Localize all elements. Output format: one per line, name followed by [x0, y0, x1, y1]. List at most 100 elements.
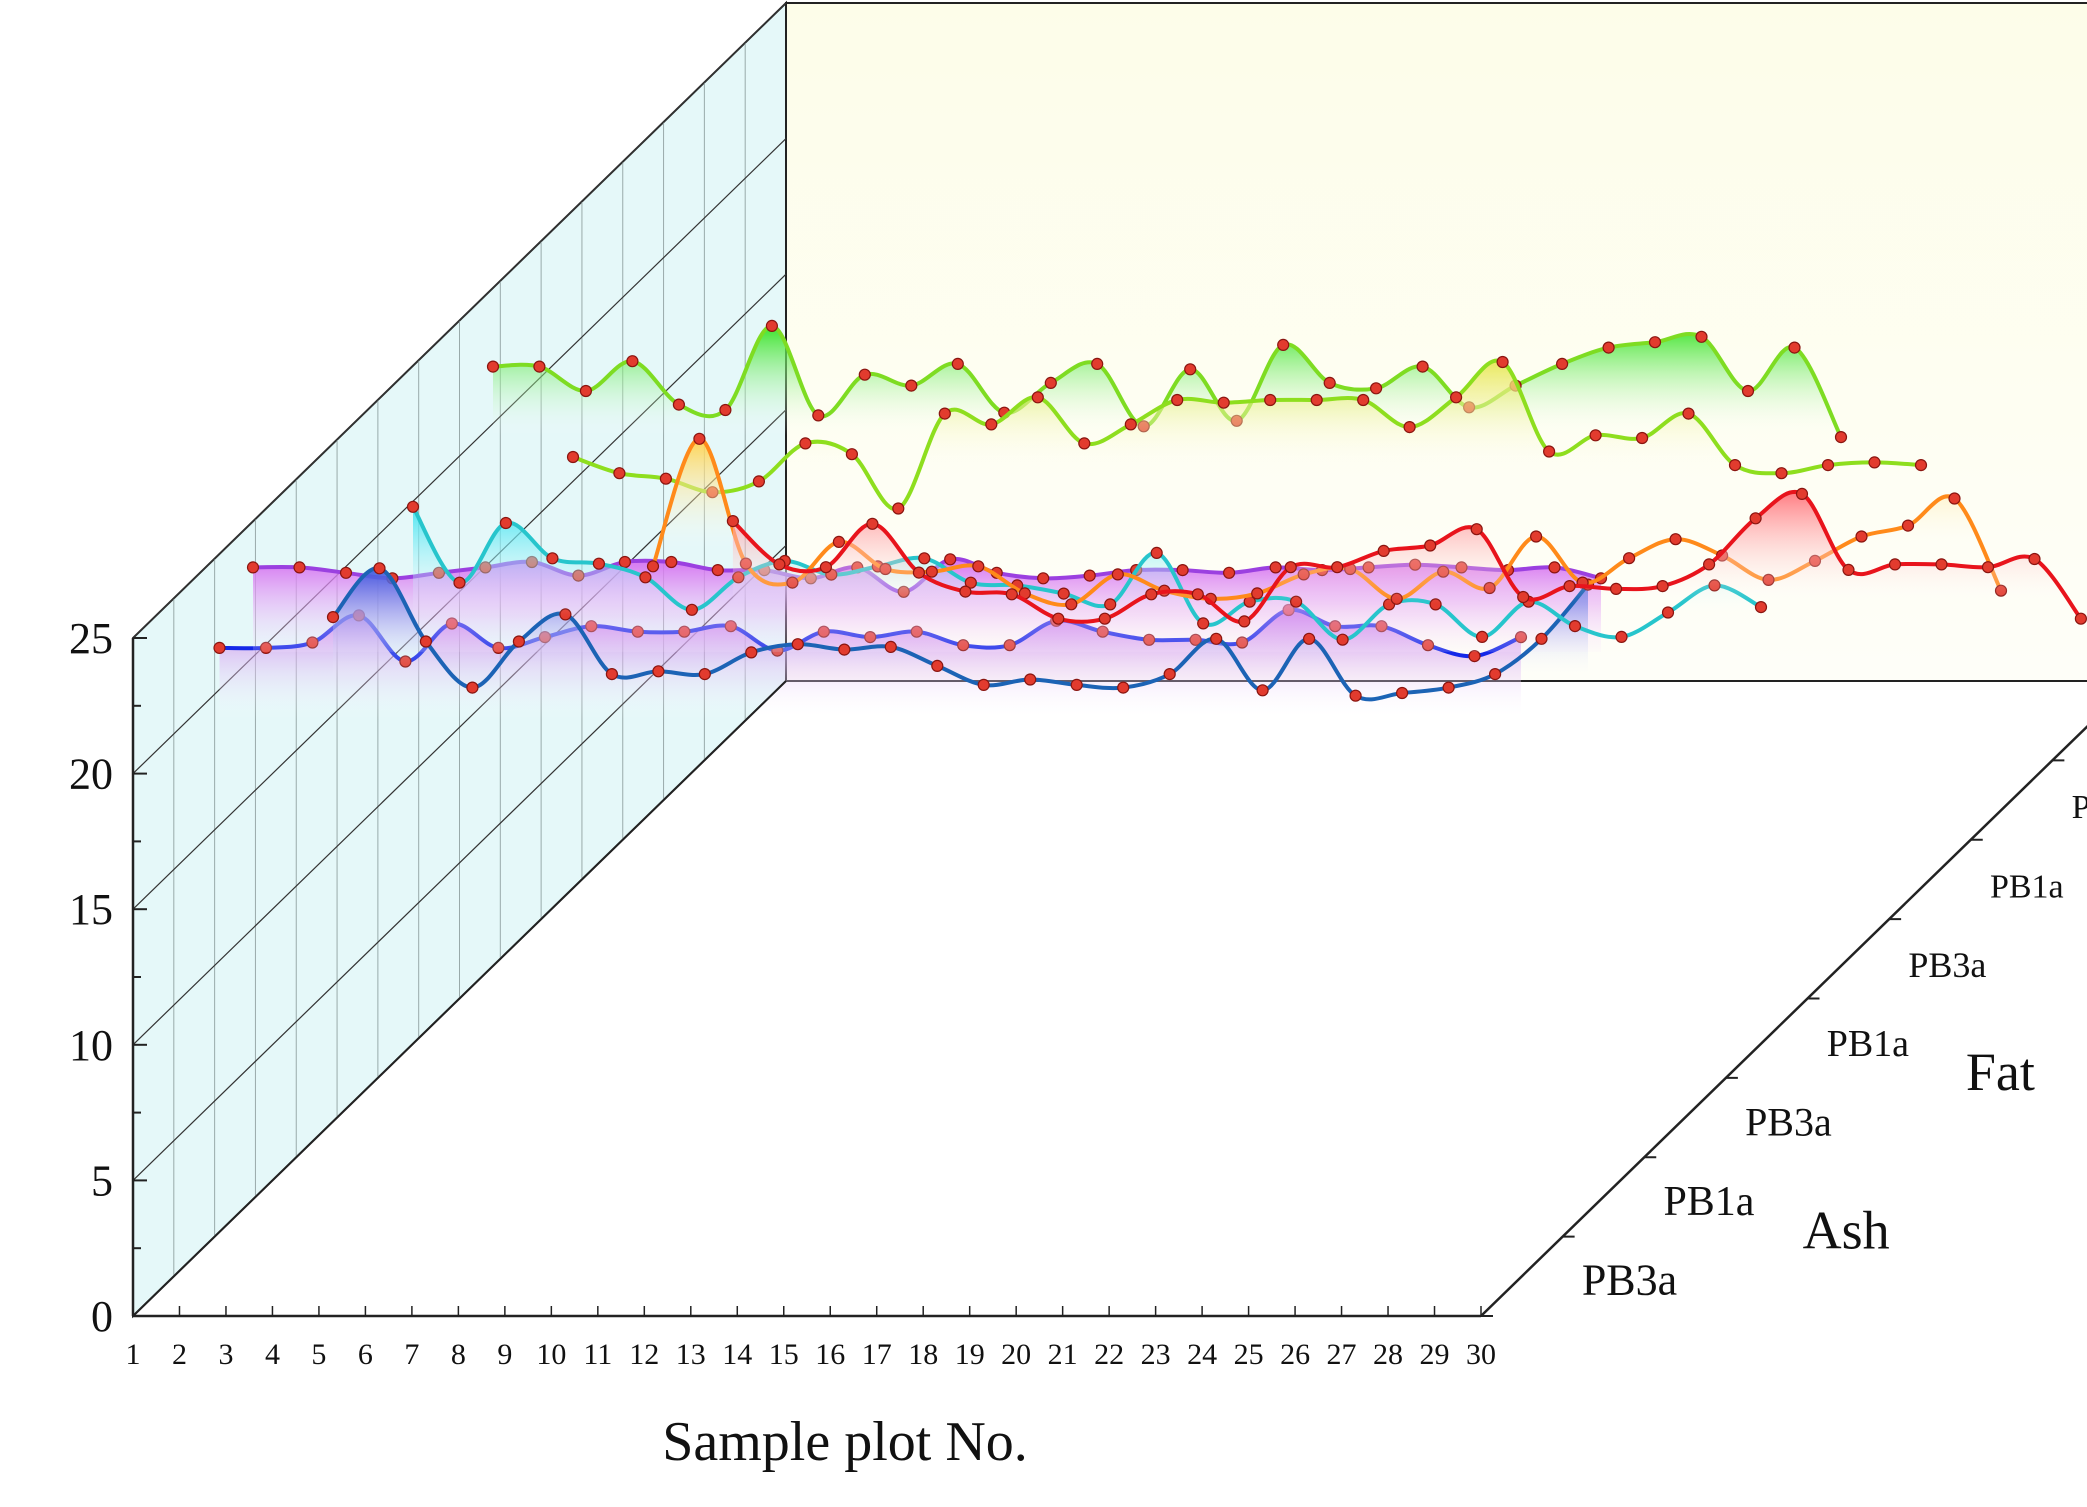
data-point: FMC PB3a #6: 16.4 [799, 437, 812, 450]
data-point: PB3a #18: 22.9 [1037, 572, 1050, 585]
data-point: Ash PB3a #17: 7.5 [1470, 523, 1483, 536]
data-point: Ash PB3a #9: 4.2 [1098, 612, 1111, 625]
data-point: Ash PB3a #24: 8.8 [1795, 487, 1809, 500]
data-point: Fat PB1a #8: 9 [972, 560, 985, 573]
data-point: FMC PB3a #25: 17.5 [1682, 407, 1695, 420]
data-point: Ash PB3a #20: 5.3 [1609, 582, 1623, 596]
data-point: Fat PB1a #20: 10.1 [1529, 530, 1543, 543]
chart-axes [131, 637, 2087, 1318]
data-point: Fat PB1a #10: 7.6 [1065, 598, 1078, 611]
data-point: FMC PB1a #13: 21.5 [1044, 376, 1057, 389]
data-point: Ash PB3a #15: 6.7 [1377, 544, 1390, 558]
x-axis-title: Sample plot No. [662, 1411, 1028, 1473]
x-tick-label: 17 [862, 1338, 892, 1371]
data-point: Ash PB3a #30: 4.2 [2074, 612, 2087, 625]
data-point: FMC PB3a #7: 16 [845, 448, 859, 461]
data-point: Ash PB3a #25: 6 [1842, 563, 1855, 577]
y-tick-label: 10 [69, 1021, 113, 1070]
data-point: Ash PB3a #22: 6.2 [1702, 558, 1716, 571]
data-point: Ash PB3a #26: 6.2 [1888, 558, 1902, 571]
data-point: FMC PB3a #11: 18.1 [1031, 391, 1044, 404]
data-point: Fat PB1a #27: 10.1 [1855, 530, 1868, 543]
x-tick-label: 26 [1280, 1338, 1310, 1371]
data-point: Fat PB1a #23: 10 [1669, 533, 1682, 546]
x-tick-label: 21 [1048, 1338, 1078, 1371]
data-point: Fat PB1a #14: 8 [1251, 587, 1264, 600]
data-point: Ash PB3a #18: 5 [1517, 590, 1530, 604]
data-point: FMC PB1a #24: 22.2 [1555, 357, 1569, 370]
data-point: Ash PB3a #8: 4.2 [1052, 612, 1065, 625]
data-point: Ash PB3a #3: 6.1 [819, 561, 833, 574]
depth-label: PB3a [2072, 789, 2087, 826]
data-point: HHV PB1a #1: 18.6 [326, 610, 340, 624]
depth-label: PB3a [1582, 1255, 1677, 1304]
data-point: FMC PB1a #27: 23.2 [1695, 330, 1708, 343]
x-tick-label: 3 [218, 1338, 233, 1371]
data-point: PB3a #2: 23.3 [293, 561, 306, 574]
x-tick-label: 18 [908, 1338, 938, 1371]
depth-label: PB1a [1990, 868, 2064, 905]
data-point: Ash PB3a #28: 6.1 [1981, 561, 1995, 574]
data-point: Fat PB1a #29: 11.5 [1948, 492, 1961, 505]
x-tick-label: 30 [1466, 1338, 1496, 1371]
y-tick-label: 5 [91, 1156, 113, 1205]
x-tick-label: 11 [583, 1338, 612, 1371]
x-tick-label: 23 [1141, 1338, 1171, 1371]
data-point: Ash PB3a #29: 6.4 [2028, 552, 2041, 566]
x-tick-label: 27 [1327, 1338, 1357, 1371]
x-tick-label: 25 [1234, 1338, 1264, 1371]
x-tick-label: 5 [311, 1338, 326, 1371]
data-point: FMC PB1a #16: 22 [1184, 363, 1197, 376]
x-tick-label: 19 [955, 1338, 985, 1371]
data-point: Ash PB3a #6: 5.2 [959, 585, 972, 598]
x-tick-label: 10 [536, 1338, 566, 1371]
data-point: Ash PB3a #19: 5.4 [1563, 579, 1576, 593]
data-point: FMC PB3a #9: 17.5 [938, 407, 951, 420]
y-tick-label: 0 [91, 1292, 113, 1341]
x-tick-label: 13 [676, 1338, 706, 1371]
data-point: HHV PB3a #6: 17.2 [639, 571, 652, 584]
data-point: FMC PB1a #25: 22.8 [1602, 341, 1615, 354]
data-point: FMC PB1a #6: 20.5 [719, 403, 732, 417]
data-point: HHV PB3a #15: 16.6 [1057, 587, 1070, 600]
data-point: Fat PB1a #1: 9 [646, 560, 660, 573]
data-point: FMC PB3a #22: 16.1 [1542, 445, 1556, 458]
data-point: FMC PB3a #10: 17.1 [985, 418, 998, 431]
data-point: Ash PB3a #12: 4.1 [1238, 615, 1251, 628]
data-point: Ash PB3a #21: 5.4 [1656, 579, 1669, 593]
side-wall-ygridline [132, 2, 787, 639]
y-tick-label: 20 [69, 750, 113, 799]
x-tick-label: 4 [265, 1338, 280, 1371]
data-point: Ash PB3a #23: 7.9 [1749, 512, 1762, 525]
data-point: Ash PB3a #11: 5.1 [1191, 588, 1204, 601]
data-point: FMC PB3a #24: 16.6 [1635, 431, 1649, 445]
data-point: FMC PB3a #18: 18 [1357, 393, 1370, 407]
x-tick-label: 29 [1420, 1338, 1450, 1371]
data-point: FMC PB3a #17: 18 [1310, 393, 1323, 407]
data-point: FMC PB3a #12: 16.4 [1078, 437, 1091, 450]
data-point: PB3a #22: 23.1 [1222, 566, 1236, 579]
data-point: Ash PB3a #5: 5.9 [912, 566, 926, 579]
data-point: FMC PB1a #14: 22.2 [1091, 357, 1104, 370]
group-label-fat: Fat [1966, 1042, 2035, 1102]
series-fmc-pb3a: FMC PB3a #1: 15.9 FMC PB3a #2: 15.3 FMC PB… [566, 355, 1928, 569]
y-tick-label: 25 [69, 614, 113, 663]
data-point: Fat PB1a #2: 13.7 [693, 432, 706, 445]
depth-labels: PB3aPB1aPB3aPB1aPB3aPB1aPB3aPB1aAshFatFM… [1582, 789, 2087, 1304]
data-point: FMC PB1a #7: 23.6 [765, 319, 779, 332]
depth-label: PB1a [1827, 1023, 1909, 1065]
series-ash-pb3a: Ash PB3a #1: 7.8 Ash PB3a #2: 6.2 Ash PB3a… [726, 487, 2087, 682]
data-point: FMC PB3a #5: 15 [752, 475, 766, 488]
data-point: PB3a #1: 23.3 [246, 561, 260, 574]
data-point: FMC PB1a #4: 22.3 [626, 355, 639, 368]
x-tick-label: 1 [126, 1338, 141, 1371]
data-point: FMC PB3a #2: 15.3 [613, 467, 626, 480]
data-point: FMC PB3a #19: 17 [1403, 421, 1416, 434]
data-point: FMC PB3a #3: 15.1 [659, 472, 673, 485]
depth-label: PB3a [1745, 1100, 1832, 1145]
data-point: HHV PB3a #1: 19.8 [406, 500, 420, 513]
data-point: Ash PB3a #7: 5.1 [1005, 588, 1018, 601]
x-tick-label: 16 [815, 1338, 845, 1371]
